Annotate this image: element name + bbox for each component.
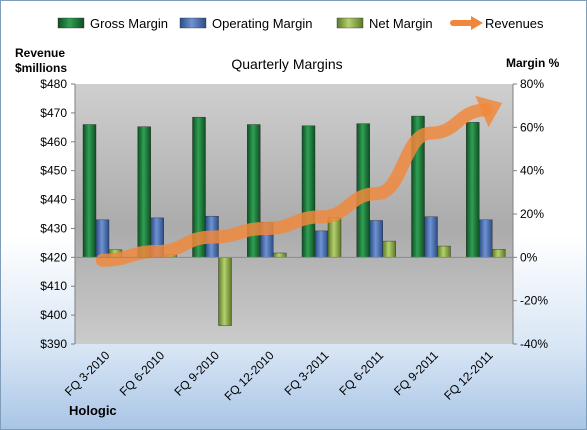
category-tick-label: FQ 9-2011 bbox=[391, 348, 441, 398]
bar-gross-margin bbox=[82, 124, 97, 258]
legend: Gross Margin Operating Margin Net Margin Re… bbox=[57, 16, 544, 31]
right-tick-label: -20% bbox=[520, 294, 548, 308]
right-tick-label: 80% bbox=[520, 77, 544, 91]
bar-operating-margin bbox=[479, 219, 493, 258]
bar-net-margin bbox=[273, 252, 287, 258]
legend-label: Operating Margin bbox=[212, 16, 312, 31]
legend-swatch-gross-margin bbox=[57, 17, 85, 29]
left-tick-label: $430 bbox=[40, 221, 67, 235]
legend-swatch-operating-margin bbox=[179, 17, 207, 29]
category-tick-label: FQ 12-2010 bbox=[222, 348, 277, 403]
chart-labels: Revenue $millions Margin % Quarterly Mar… bbox=[15, 46, 560, 418]
left-tick-label: $420 bbox=[40, 250, 67, 264]
legend-label: Gross Margin bbox=[90, 16, 168, 31]
bar-net-margin bbox=[437, 245, 451, 258]
category-tick-label: FQ 3-2010 bbox=[62, 348, 113, 399]
bar-net-margin bbox=[382, 240, 396, 258]
left-tick-label: $480 bbox=[40, 77, 67, 91]
left-tick-label: $400 bbox=[40, 308, 67, 322]
company-label: Hologic bbox=[69, 403, 117, 418]
left-tick-label: $470 bbox=[40, 106, 67, 120]
category-tick-label: FQ 9-2010 bbox=[172, 348, 223, 399]
bar-gross-margin bbox=[301, 125, 316, 258]
bar-net-margin bbox=[327, 217, 342, 258]
left-tick-label: $390 bbox=[40, 337, 67, 351]
category-tick-label: FQ 6-2011 bbox=[336, 348, 386, 398]
legend-swatch-net-margin bbox=[336, 17, 364, 29]
legend-arrowhead bbox=[471, 16, 483, 30]
bar-net-margin bbox=[492, 249, 506, 258]
bar-gross-margin bbox=[247, 124, 261, 258]
legend-label: Net Margin bbox=[369, 16, 433, 31]
bar-series bbox=[82, 115, 506, 326]
revenue-arrowhead bbox=[475, 95, 503, 128]
bar-operating-margin bbox=[369, 220, 383, 258]
left-axis-title-line2: $millions bbox=[15, 61, 67, 75]
bar-operating-margin bbox=[95, 219, 110, 258]
category-tick-label: FQ 12-2011 bbox=[441, 348, 496, 403]
left-tick-label: $440 bbox=[40, 193, 67, 207]
right-tick-label: -40% bbox=[520, 337, 548, 351]
right-tick-label: 20% bbox=[520, 207, 544, 221]
category-tick-label: FQ 6-2010 bbox=[117, 348, 168, 399]
category-tick-label: FQ 3-2011 bbox=[282, 348, 332, 398]
legend-label: Revenues bbox=[485, 16, 544, 31]
left-axis-title-line1: Revenue bbox=[15, 46, 65, 60]
bar-gross-margin bbox=[137, 126, 151, 258]
bar-operating-margin bbox=[314, 230, 329, 258]
right-tick-label: 0% bbox=[520, 250, 538, 264]
bar-operating-margin bbox=[424, 216, 438, 258]
revenue-line bbox=[95, 103, 493, 267]
bar-gross-margin bbox=[466, 122, 480, 258]
left-tick-label: $460 bbox=[40, 135, 67, 149]
right-axis-title: Margin % bbox=[506, 56, 560, 70]
chart-title: Quarterly Margins bbox=[231, 56, 342, 72]
right-tick-label: 60% bbox=[520, 120, 544, 134]
left-tick-label: $450 bbox=[40, 164, 67, 178]
bar-net-margin bbox=[218, 257, 232, 326]
right-tick-label: 40% bbox=[520, 164, 544, 178]
left-tick-label: $410 bbox=[40, 279, 67, 293]
revenue-series bbox=[95, 95, 503, 267]
